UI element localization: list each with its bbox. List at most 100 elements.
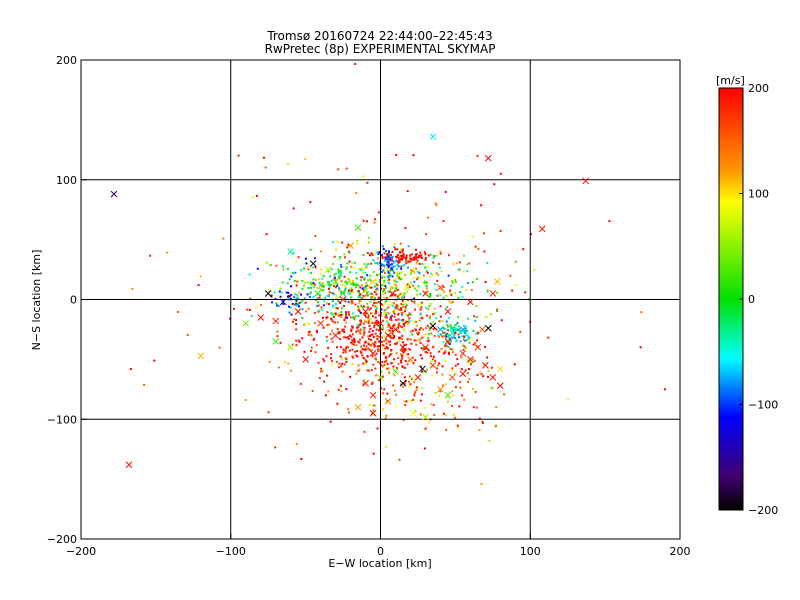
scatter-point-dot — [428, 305, 431, 308]
scatter-point-dot — [458, 336, 461, 339]
scatter-point-dot — [376, 284, 379, 287]
scatter-point-dot — [484, 345, 487, 348]
scatter-point-dot — [442, 340, 445, 343]
scatter-point-dot — [345, 312, 348, 315]
scatter-point-dot — [437, 263, 440, 266]
scatter-point-dot — [384, 291, 387, 294]
scatter-point-dot — [325, 355, 328, 358]
scatter-point-dot — [409, 330, 412, 333]
scatter-point-dot — [399, 325, 402, 328]
scatter-point-dot — [296, 280, 299, 283]
scatter-point-dot — [131, 287, 134, 290]
scatter-point-dot — [312, 278, 315, 281]
scatter-point-dot — [408, 375, 411, 378]
scatter-point-x — [444, 391, 452, 399]
scatter-point-dot — [413, 287, 416, 290]
scatter-point-dot — [419, 308, 422, 311]
scatter-point-dot — [362, 254, 365, 257]
scatter-point-dot — [416, 276, 419, 279]
scatter-point-x — [287, 344, 295, 351]
scatter-point-dot — [384, 347, 387, 350]
scatter-point-dot — [393, 271, 396, 274]
scatter-point-dot — [413, 381, 416, 384]
scatter-point-dot — [365, 361, 368, 364]
scatter-point-dot — [315, 299, 318, 302]
scatter-point-dot — [367, 338, 370, 341]
scatter-point-dot — [382, 352, 385, 355]
scatter-point-dot — [303, 281, 306, 284]
scatter-point-x — [369, 278, 377, 285]
scatter-point-dot — [468, 341, 471, 344]
scatter-point-dot — [435, 254, 438, 257]
scatter-point-dot — [425, 287, 428, 290]
scatter-point-dot — [341, 283, 344, 286]
scatter-point-dot — [430, 272, 433, 275]
scatter-point-dot — [381, 276, 384, 279]
scatter-point-dot — [406, 283, 409, 286]
scatter-point-dot — [393, 246, 396, 249]
scatter-point-dot — [298, 301, 301, 304]
scatter-point-dot — [391, 314, 394, 317]
scatter-point-dot — [375, 374, 378, 377]
scatter-point-dot — [336, 328, 339, 331]
scatter-point-dot — [229, 317, 232, 320]
scatter-point-dot — [282, 299, 285, 302]
scatter-point-dot — [267, 411, 270, 414]
scatter-point-dot — [350, 287, 353, 290]
scatter-point-dot — [357, 369, 360, 372]
scatter-point-dot — [390, 352, 393, 355]
scatter-point-dot — [358, 338, 361, 341]
scatter-point-dot — [278, 290, 281, 293]
scatter-point-dot — [472, 387, 475, 390]
scatter-point-dot — [466, 372, 469, 375]
scatter-point-dot — [447, 346, 450, 349]
scatter-point-dot — [383, 259, 386, 262]
scatter-point-dot — [387, 258, 390, 261]
scatter-point-dot — [366, 251, 369, 254]
scatter-point-dot — [297, 305, 300, 308]
scatter-point-dot — [385, 308, 388, 311]
scatter-point-dot — [326, 324, 329, 327]
scatter-point-dot — [419, 399, 422, 402]
scatter-point-dot — [374, 332, 377, 335]
scatter-point-dot — [381, 245, 384, 248]
scatter-point-dot — [499, 229, 502, 232]
scatter-point-dot — [457, 363, 460, 366]
scatter-point-dot — [465, 333, 468, 336]
scatter-point-dot — [364, 289, 367, 292]
scatter-point-dot — [362, 362, 365, 365]
scatter-point-dot — [372, 335, 375, 338]
scatter-point-dot — [354, 303, 357, 306]
colorbar-tick-label: 0 — [748, 293, 755, 306]
scatter-point-dot — [413, 300, 416, 303]
scatter-point-dot — [383, 288, 386, 291]
scatter-point-dot — [290, 297, 293, 300]
scatter-point-dot — [399, 353, 402, 356]
scatter-point-dot — [418, 262, 421, 265]
scatter-point-dot — [412, 284, 415, 287]
scatter-point-dot — [454, 327, 457, 330]
scatter-point-dot — [322, 285, 325, 288]
scatter-point-dot — [475, 304, 478, 307]
scatter-point-dot — [129, 368, 132, 371]
scatter-point-dot — [412, 256, 415, 259]
scatter-point-dot — [387, 368, 390, 371]
scatter-point-dot — [365, 288, 368, 291]
scatter-point-dot — [448, 291, 451, 294]
scatter-point-dot — [362, 322, 365, 325]
scatter-point-dot — [337, 366, 340, 369]
scatter-point-dot — [486, 289, 489, 292]
scatter-point-dot — [350, 296, 353, 299]
scatter-point-dot — [371, 321, 374, 324]
scatter-point-dot — [478, 428, 481, 431]
scatter-point-dot — [408, 385, 411, 388]
scatter-point-dot — [382, 282, 385, 285]
scatter-point-dot — [369, 292, 372, 295]
scatter-point-dot — [299, 382, 302, 385]
scatter-point-dot — [381, 326, 384, 329]
scatter-point-dot — [326, 280, 329, 283]
scatter-point-dot — [360, 276, 363, 279]
colorbar-tick-label: 100 — [748, 188, 769, 201]
scatter-point-dot — [374, 305, 377, 308]
scatter-point-dot — [393, 279, 396, 282]
